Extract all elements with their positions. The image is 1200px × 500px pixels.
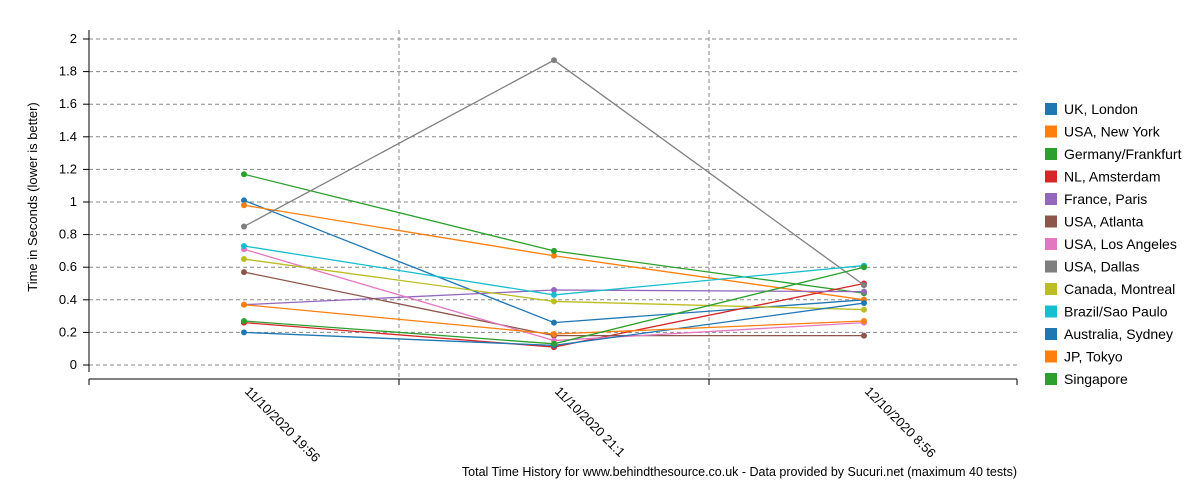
legend-swatch [1045,373,1057,385]
data-point [551,247,557,254]
data-point [241,269,247,276]
y-tick-label: 1.6 [59,96,77,111]
x-tick-label: 11/10/2020 21:1 [552,384,628,460]
grid [89,30,1017,379]
data-point [241,243,247,250]
legend-label: France, Paris [1064,191,1147,207]
legend-label: JP, Tokyo [1064,349,1123,365]
legend-label: Singapore [1064,371,1128,387]
x-tick-label: 12/10/2020 8:56 [862,384,939,461]
y-tick-label: 1.4 [59,129,77,144]
x-tick-label: 11/10/2020 19:56 [242,384,323,465]
y-tick-label: 1 [70,194,77,209]
data-point [551,57,557,64]
legend-swatch [1045,215,1057,228]
legend-swatch [1045,125,1057,138]
y-tick-label: 0.2 [59,324,77,339]
data-point [861,300,867,307]
y-tick-label: 0.4 [59,292,77,307]
data-point [861,282,867,289]
data-point [241,171,247,178]
legend-swatch [1045,238,1057,250]
legend-swatch [1045,148,1057,160]
data-point [861,306,867,313]
data-point [551,319,557,326]
y-tick-label: 0.8 [59,227,77,242]
legend-swatch [1045,350,1057,363]
legend-swatch [1045,170,1057,183]
data-point [861,317,867,324]
legend-label: USA, Atlanta [1064,214,1144,230]
legend-label: UK, London [1064,101,1138,117]
y-tick-label: 2 [70,31,77,46]
data-point [551,340,557,347]
legend-swatch [1045,328,1057,340]
legend-label: Australia, Sydney [1064,326,1173,342]
legend-label: Canada, Montreal [1064,281,1175,297]
data-point [241,197,247,204]
legend-swatch [1045,103,1057,115]
legend-label: NL, Amsterdam [1064,169,1160,185]
legend: UK, London USA, New York Germany/Frankfurt… [1045,101,1182,387]
legend-label: Germany/Frankfurt [1064,146,1182,162]
data-point [241,329,247,336]
data-point [551,287,557,294]
data-point [241,256,247,263]
data-point [551,291,557,298]
legend-label: USA, Dallas [1064,259,1139,275]
data-point [241,202,247,209]
data-point [551,252,557,259]
legend-label: USA, Los Angeles [1064,236,1177,252]
data-point [861,332,867,339]
data-point [551,331,557,338]
y-tick-label: 1.2 [59,161,77,176]
y-tick-label: 0.6 [59,259,77,274]
series-group [241,57,867,351]
legend-swatch [1045,283,1057,295]
legend-swatch [1045,305,1057,318]
data-point [241,301,247,308]
y-tick-label: 0 [70,357,77,372]
data-point [241,317,247,324]
data-point [861,264,867,271]
legend-label: USA, New York [1064,124,1161,140]
legend-swatch [1045,260,1057,273]
y-axis-label: Time in Seconds (lower is better) [25,102,40,292]
data-point [241,223,247,230]
data-point [551,298,557,305]
legend-label: Brazil/Sao Paulo [1064,304,1168,320]
data-point [861,288,867,295]
series-line [243,173,865,294]
y-tick-label: 1.8 [59,64,77,79]
legend-swatch [1045,193,1057,205]
chart-caption: Total Time History for www.behindthesour… [462,465,1017,479]
